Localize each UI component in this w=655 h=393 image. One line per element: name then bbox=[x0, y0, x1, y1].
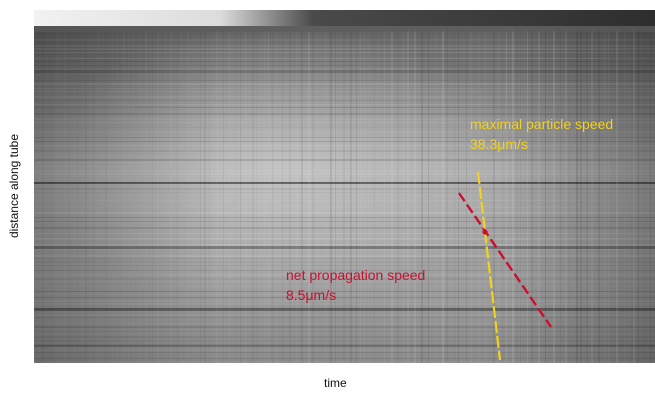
x-axis-label: time bbox=[324, 376, 347, 390]
particle-speed-annotation: maximal particle speed 38.3μm/s bbox=[470, 114, 613, 154]
propagation-speed-value: 8.5μm/s bbox=[286, 287, 337, 303]
y-axis-label: distance along tube bbox=[7, 133, 21, 239]
kymograph-image bbox=[34, 10, 655, 363]
intersection-point bbox=[482, 229, 488, 235]
propagation-speed-annotation: net propagation speed 8.5μm/s bbox=[286, 265, 425, 305]
particle-speed-title: maximal particle speed bbox=[470, 116, 614, 132]
propagation-speed-line bbox=[458, 192, 552, 328]
particle-speed-line bbox=[476, 171, 502, 361]
propagation-speed-title: net propagation speed bbox=[286, 267, 426, 283]
particle-speed-value: 38.3μm/s bbox=[470, 136, 528, 152]
